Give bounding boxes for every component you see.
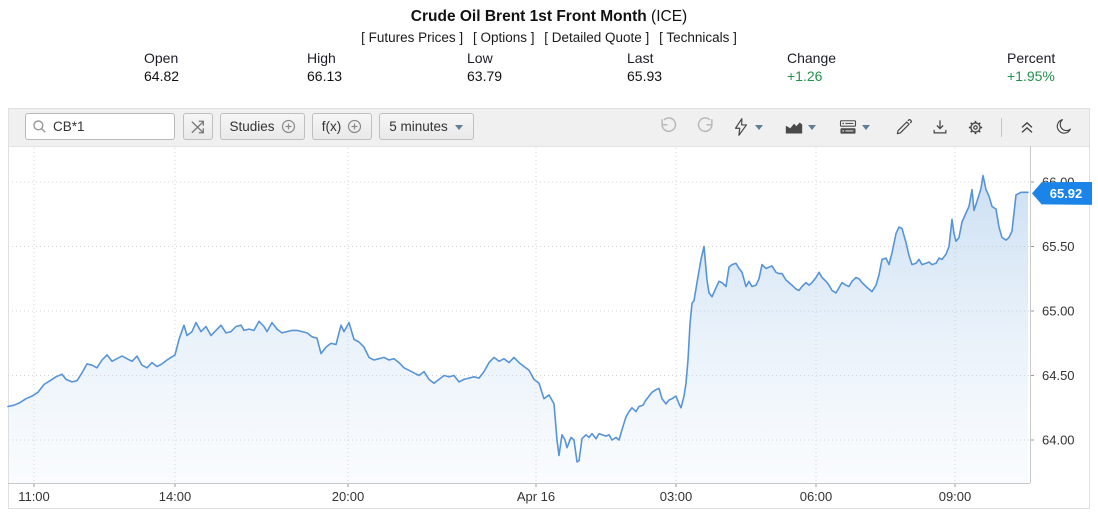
panels-layout-icon xyxy=(839,120,857,134)
redo-icon xyxy=(697,117,713,133)
functions-button[interactable]: f(x) xyxy=(312,113,372,140)
studies-button[interactable]: Studies xyxy=(220,113,305,140)
double-chevron-up-icon xyxy=(1021,121,1033,133)
download-button[interactable] xyxy=(927,114,953,140)
pencil-icon xyxy=(896,119,912,135)
chevron-down-icon xyxy=(454,124,463,130)
quote-stats-row: Open 64.82 High 66.13 Low 63.79 Last 65.… xyxy=(0,49,1098,89)
link-futures-prices[interactable]: [ Futures Prices ] xyxy=(361,30,464,45)
add-circle-icon xyxy=(281,119,295,134)
dark-mode-button[interactable] xyxy=(1051,114,1077,140)
symbol-search xyxy=(25,113,175,140)
compare-button[interactable] xyxy=(183,113,213,140)
events-dropdown[interactable] xyxy=(731,114,764,140)
page-title: Crude Oil Brent 1st Front Month (ICE) xyxy=(0,8,1098,26)
link-detailed-quote[interactable]: [ Detailed Quote ] xyxy=(544,30,650,45)
settings-button[interactable] xyxy=(962,114,988,140)
stat-change: Change +1.26 xyxy=(787,50,837,84)
redo-button[interactable] xyxy=(693,114,719,140)
chart-type-dropdown[interactable] xyxy=(784,114,817,140)
download-icon xyxy=(933,120,947,134)
gear-icon xyxy=(968,120,982,134)
chart-widget: Studies f(x) 5 minutes xyxy=(8,108,1092,509)
chevron-down-icon xyxy=(808,125,816,130)
lightning-icon xyxy=(735,118,747,136)
undo-icon xyxy=(661,117,677,133)
moon-icon xyxy=(1056,119,1071,134)
link-technicals[interactable]: [ Technicals ] xyxy=(659,30,737,45)
stat-open: Open 64.82 xyxy=(144,50,180,84)
compare-icon xyxy=(191,120,204,133)
interval-dropdown[interactable]: 5 minutes xyxy=(379,113,474,140)
chart-plot-area[interactable] xyxy=(9,147,1031,492)
chevron-down-icon xyxy=(755,125,763,130)
quote-links: [ Futures Prices ] [ Options ] [ Detaile… xyxy=(0,30,1098,45)
stat-percent: Percent +1.95% xyxy=(1007,50,1056,84)
undo-button[interactable] xyxy=(655,114,681,140)
toolbar-divider xyxy=(1001,118,1002,137)
link-options[interactable]: [ Options ] xyxy=(472,30,535,45)
stat-high: High 66.13 xyxy=(307,50,343,84)
stat-low: Low 63.79 xyxy=(467,50,503,84)
symbol-search-input[interactable] xyxy=(25,113,175,140)
add-circle-icon xyxy=(348,119,362,134)
area-chart-icon xyxy=(785,122,803,134)
panels-layout-dropdown[interactable] xyxy=(838,114,871,140)
chart-toolbar: Studies f(x) 5 minutes xyxy=(9,109,1089,147)
chevron-down-icon xyxy=(862,125,870,130)
exchange-name: (ICE) xyxy=(651,8,688,25)
stat-last: Last 65.93 xyxy=(627,50,663,84)
draw-button[interactable] xyxy=(891,114,917,140)
instrument-name: Crude Oil Brent 1st Front Month xyxy=(410,8,647,25)
collapse-toolbar-button[interactable] xyxy=(1014,114,1040,140)
last-price-badge: 65.92 xyxy=(1032,181,1092,205)
